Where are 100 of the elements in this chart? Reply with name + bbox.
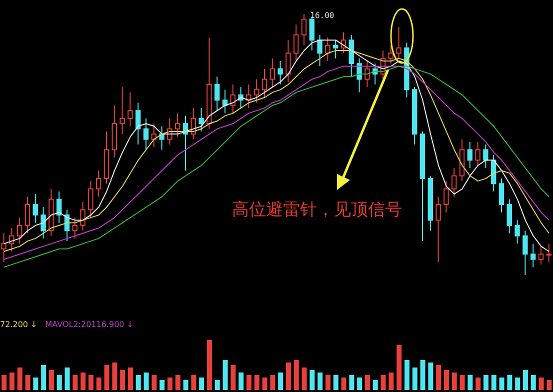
annotation: 高位避雷针，见顶信号 bbox=[232, 200, 402, 220]
candlestick bbox=[364, 60, 370, 88]
bar bbox=[388, 372, 394, 390]
candlestick bbox=[301, 14, 307, 46]
bar bbox=[380, 375, 386, 390]
bar bbox=[357, 378, 362, 390]
candlestick bbox=[317, 34, 322, 67]
candlestick bbox=[506, 198, 512, 234]
bar bbox=[515, 378, 520, 390]
bar bbox=[364, 375, 370, 390]
bar bbox=[538, 378, 544, 390]
bar bbox=[436, 365, 442, 390]
bar bbox=[72, 375, 78, 390]
annotation: 16.00 bbox=[310, 11, 334, 20]
candlestick bbox=[278, 60, 283, 85]
bar bbox=[483, 375, 488, 390]
bar bbox=[246, 375, 252, 390]
bar bbox=[507, 375, 512, 390]
bar bbox=[104, 365, 110, 390]
bar bbox=[270, 375, 276, 390]
candlestick bbox=[467, 141, 472, 168]
candlestick bbox=[475, 141, 480, 166]
bar bbox=[546, 380, 552, 390]
bar bbox=[530, 375, 536, 390]
candlestick bbox=[451, 167, 457, 198]
bar bbox=[136, 375, 141, 390]
text: MAVOL2:20116.900 ↓ bbox=[45, 320, 134, 329]
bar bbox=[25, 375, 30, 390]
candlestick bbox=[546, 243, 552, 262]
candlestick bbox=[198, 107, 204, 132]
bar bbox=[48, 370, 54, 390]
bar bbox=[278, 372, 284, 390]
candlestick bbox=[388, 44, 394, 64]
bar bbox=[310, 370, 315, 390]
bar bbox=[341, 378, 346, 390]
candlestick bbox=[88, 180, 94, 218]
candlestick bbox=[254, 78, 260, 104]
bar bbox=[420, 360, 426, 390]
candlestick bbox=[222, 89, 228, 114]
candlestick bbox=[530, 243, 536, 268]
bar bbox=[9, 372, 14, 390]
bar bbox=[476, 378, 481, 390]
bar bbox=[144, 372, 149, 390]
candlestick bbox=[24, 196, 30, 234]
bar bbox=[372, 380, 378, 390]
bar bbox=[325, 375, 330, 390]
candlestick bbox=[96, 170, 102, 198]
candlestick bbox=[436, 196, 441, 262]
bar bbox=[428, 362, 434, 390]
bar bbox=[333, 375, 338, 390]
text: 72.200 ↓ bbox=[0, 320, 38, 329]
bar bbox=[404, 360, 410, 390]
bar bbox=[214, 380, 220, 390]
candlestick bbox=[174, 112, 180, 138]
candlestick bbox=[214, 76, 220, 112]
bar bbox=[2, 375, 7, 390]
bar bbox=[56, 375, 62, 390]
bar bbox=[96, 378, 102, 390]
bar bbox=[294, 360, 299, 390]
bar bbox=[468, 375, 473, 390]
candlestick bbox=[72, 217, 78, 239]
candlestick bbox=[32, 194, 38, 224]
candlestick bbox=[16, 217, 22, 244]
candlestick bbox=[143, 118, 149, 150]
candlestick bbox=[348, 34, 354, 78]
candlestick bbox=[262, 68, 268, 98]
bar bbox=[183, 380, 188, 390]
candlestick bbox=[396, 26, 402, 59]
bar bbox=[452, 372, 457, 390]
bar bbox=[199, 378, 204, 390]
bar bbox=[460, 375, 465, 390]
bar bbox=[286, 362, 291, 390]
bar bbox=[230, 365, 236, 390]
bar bbox=[175, 375, 180, 390]
bar bbox=[302, 368, 307, 390]
candlestick bbox=[522, 230, 528, 275]
candlestick bbox=[159, 126, 164, 150]
candlestick bbox=[325, 36, 330, 62]
bar bbox=[318, 372, 323, 390]
bar bbox=[262, 378, 268, 390]
candlestick bbox=[135, 102, 141, 145]
bar bbox=[80, 372, 86, 390]
bar bbox=[128, 368, 133, 390]
bar bbox=[444, 370, 449, 390]
candlestick bbox=[514, 220, 520, 244]
bar bbox=[412, 368, 418, 390]
candlestick bbox=[270, 58, 275, 88]
bar bbox=[254, 375, 260, 390]
bar bbox=[349, 375, 354, 390]
candlestick bbox=[151, 123, 156, 148]
bar bbox=[238, 372, 244, 390]
bar bbox=[41, 365, 46, 390]
bar bbox=[112, 362, 118, 390]
candlestick bbox=[128, 92, 133, 127]
bar bbox=[522, 370, 528, 390]
candlestick bbox=[538, 246, 544, 266]
bar bbox=[160, 380, 165, 390]
candlestick bbox=[444, 180, 449, 213]
bar bbox=[499, 378, 504, 390]
candlestick bbox=[40, 206, 46, 239]
